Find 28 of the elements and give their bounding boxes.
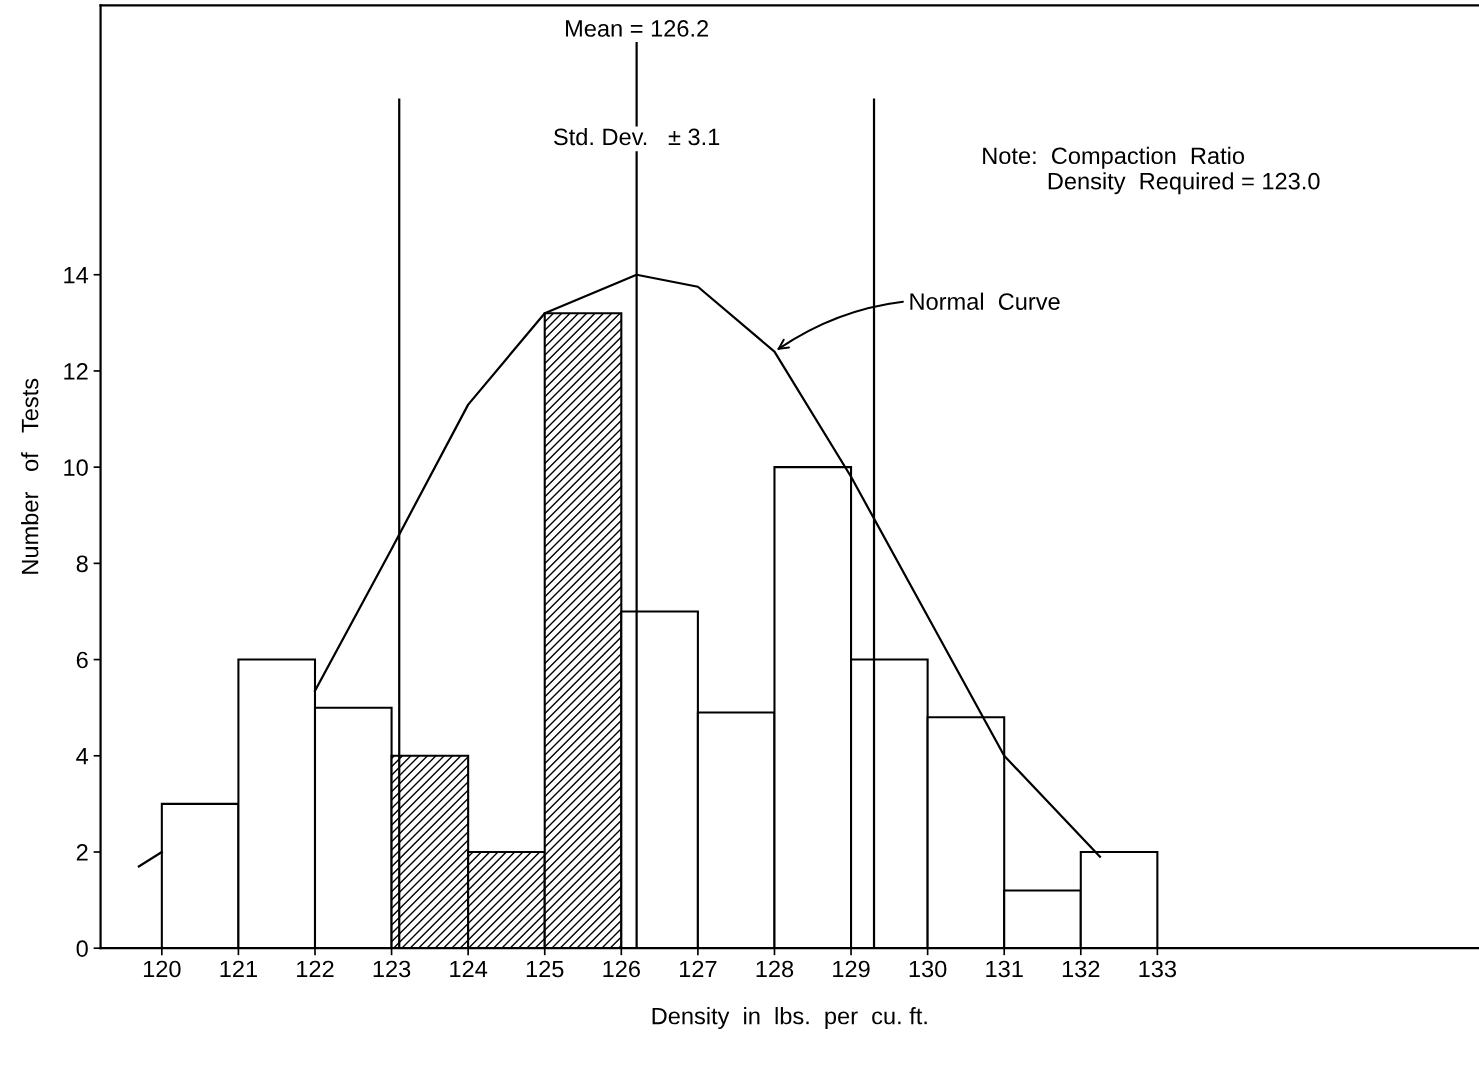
y-tick-label: 2 bbox=[76, 844, 88, 861]
x-tick-label: 133 bbox=[1139, 960, 1177, 978]
y-tick-label: 6 bbox=[76, 651, 88, 669]
y-tick-label: 8 bbox=[76, 555, 88, 573]
x-tick-label: 125 bbox=[526, 960, 564, 978]
x-axis-title: Density in lbs. per cu. ft. bbox=[652, 1007, 927, 1030]
x-tick-label: 126 bbox=[603, 960, 640, 978]
ref-line-label: Mean = 126.2 bbox=[566, 20, 708, 37]
y-tick-label: 12 bbox=[64, 363, 88, 380]
y-axis-title: Number of Tests bbox=[21, 378, 39, 574]
annotation: Note: Compaction Ratio Density Required = 123.0 bbox=[983, 146, 1320, 195]
annotation: Std. Dev. ± 3.1 bbox=[554, 127, 720, 146]
x-tick-label: 122 bbox=[297, 960, 334, 978]
y-tick-label: 10 bbox=[64, 459, 88, 476]
y-tick-label: 0 bbox=[76, 940, 88, 957]
x-tick-label: 131 bbox=[986, 960, 1023, 978]
x-tick-label: 128 bbox=[756, 960, 794, 978]
x-tick-label: 130 bbox=[909, 960, 947, 978]
x-tick-label: 129 bbox=[833, 960, 870, 978]
x-tick-label: 120 bbox=[143, 960, 181, 978]
x-tick-label: 123 bbox=[373, 960, 411, 978]
x-tick-label: 121 bbox=[220, 960, 257, 978]
x-tick-label: 124 bbox=[450, 960, 488, 978]
y-tick-label: 4 bbox=[76, 748, 89, 765]
x-tick-label: 127 bbox=[680, 960, 717, 978]
x-tick-label: 132 bbox=[1062, 960, 1100, 978]
y-tick-label: 14 bbox=[64, 267, 89, 284]
annotation: Normal Curve bbox=[910, 292, 1060, 310]
